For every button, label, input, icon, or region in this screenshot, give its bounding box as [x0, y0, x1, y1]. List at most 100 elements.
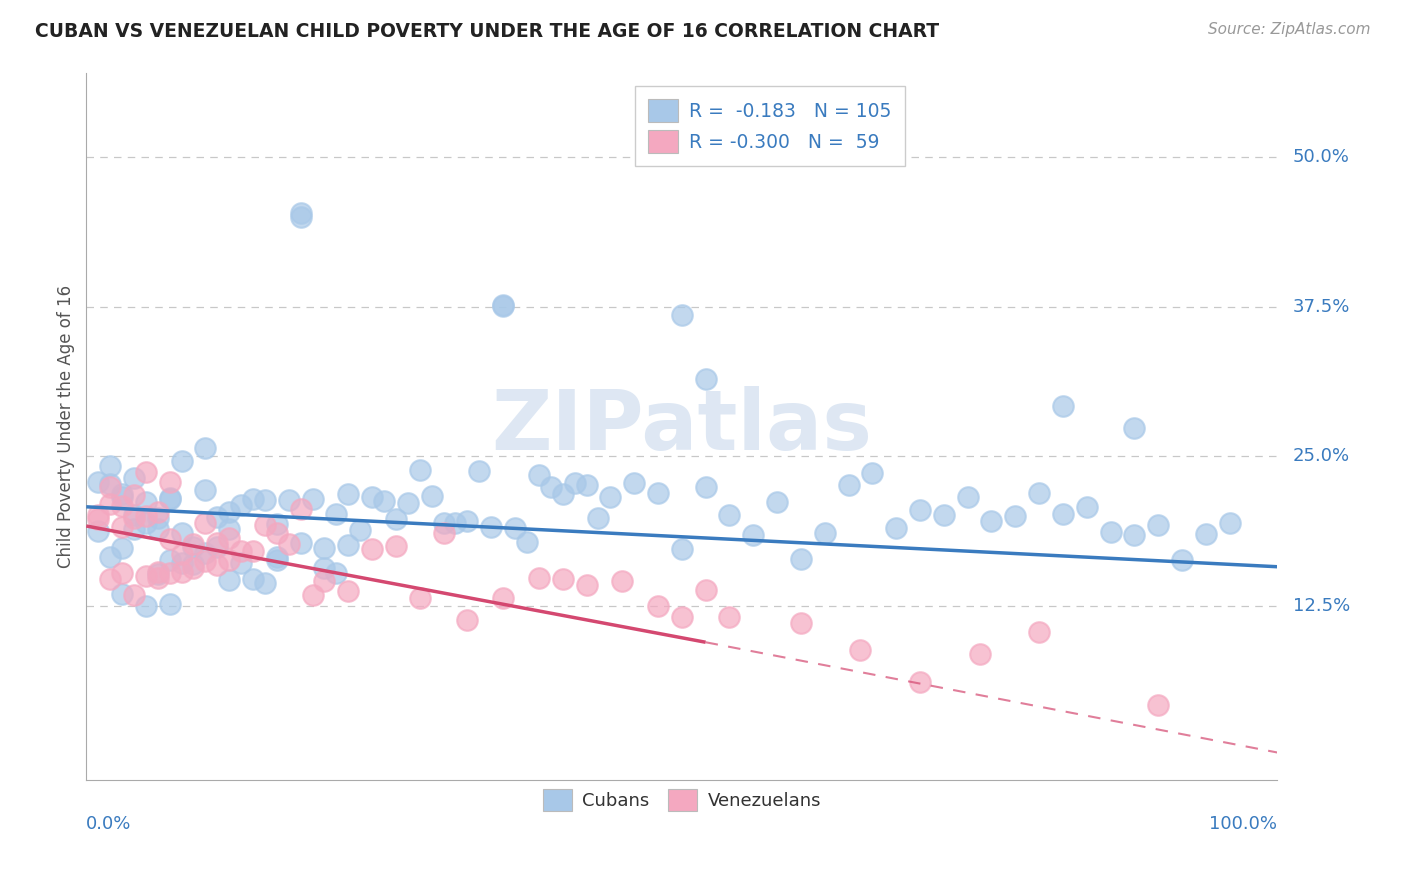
Point	[599, 490, 621, 504]
Text: CUBAN VS VENEZUELAN CHILD POVERTY UNDER THE AGE OF 16 CORRELATION CHART: CUBAN VS VENEZUELAN CHILD POVERTY UNDER …	[35, 22, 939, 41]
Point	[742, 528, 765, 542]
Point	[980, 514, 1002, 528]
Text: 50.0%: 50.0%	[1292, 148, 1350, 166]
Point	[218, 505, 240, 519]
Point	[146, 566, 169, 580]
Point	[229, 498, 252, 512]
Point	[551, 572, 574, 586]
Point	[623, 476, 645, 491]
Point	[671, 610, 693, 624]
Legend: Cubans, Venezuelans: Cubans, Venezuelans	[530, 777, 834, 824]
Text: 37.5%: 37.5%	[1292, 298, 1350, 316]
Point	[135, 509, 157, 524]
Point	[111, 491, 134, 505]
Point	[695, 480, 717, 494]
Point	[159, 566, 181, 581]
Point	[790, 552, 813, 566]
Point	[385, 539, 408, 553]
Point	[98, 480, 121, 494]
Point	[1052, 399, 1074, 413]
Point	[122, 471, 145, 485]
Point	[849, 643, 872, 657]
Point	[146, 571, 169, 585]
Point	[527, 467, 550, 482]
Point	[277, 493, 299, 508]
Point	[396, 496, 419, 510]
Point	[409, 591, 432, 605]
Point	[361, 491, 384, 505]
Point	[432, 516, 454, 530]
Point	[194, 546, 217, 560]
Point	[290, 210, 312, 224]
Point	[159, 491, 181, 506]
Point	[695, 372, 717, 386]
Point	[695, 583, 717, 598]
Point	[242, 572, 264, 586]
Point	[301, 588, 323, 602]
Point	[503, 521, 526, 535]
Point	[361, 541, 384, 556]
Point	[207, 536, 229, 550]
Point	[87, 475, 110, 489]
Text: 100.0%: 100.0%	[1209, 815, 1277, 833]
Point	[159, 475, 181, 489]
Point	[1099, 524, 1122, 539]
Point	[337, 583, 360, 598]
Point	[98, 572, 121, 586]
Point	[540, 480, 562, 494]
Point	[385, 512, 408, 526]
Point	[301, 491, 323, 506]
Point	[111, 487, 134, 501]
Point	[159, 597, 181, 611]
Point	[468, 464, 491, 478]
Point	[111, 520, 134, 534]
Point	[575, 477, 598, 491]
Point	[1147, 517, 1170, 532]
Point	[337, 486, 360, 500]
Point	[194, 554, 217, 568]
Point	[170, 565, 193, 579]
Point	[98, 476, 121, 491]
Point	[207, 540, 229, 554]
Point	[908, 674, 931, 689]
Point	[183, 537, 205, 551]
Point	[242, 544, 264, 558]
Point	[111, 499, 134, 513]
Point	[766, 495, 789, 509]
Point	[671, 308, 693, 322]
Point	[194, 483, 217, 497]
Point	[564, 475, 586, 490]
Point	[325, 566, 347, 580]
Point	[218, 531, 240, 545]
Point	[266, 553, 288, 567]
Point	[1171, 553, 1194, 567]
Point	[527, 571, 550, 585]
Point	[290, 501, 312, 516]
Point	[253, 575, 276, 590]
Point	[87, 508, 110, 523]
Point	[456, 614, 478, 628]
Point	[409, 463, 432, 477]
Point	[87, 512, 110, 526]
Point	[218, 552, 240, 566]
Point	[290, 536, 312, 550]
Point	[314, 574, 336, 588]
Point	[229, 543, 252, 558]
Point	[170, 454, 193, 468]
Point	[325, 508, 347, 522]
Point	[314, 561, 336, 575]
Point	[146, 522, 169, 536]
Point	[860, 466, 883, 480]
Point	[314, 541, 336, 556]
Point	[159, 532, 181, 546]
Point	[277, 537, 299, 551]
Point	[146, 567, 169, 582]
Point	[122, 511, 145, 525]
Point	[98, 498, 121, 512]
Point	[1147, 698, 1170, 713]
Point	[444, 516, 467, 530]
Point	[516, 535, 538, 549]
Point	[956, 490, 979, 504]
Point	[242, 491, 264, 506]
Point	[122, 522, 145, 536]
